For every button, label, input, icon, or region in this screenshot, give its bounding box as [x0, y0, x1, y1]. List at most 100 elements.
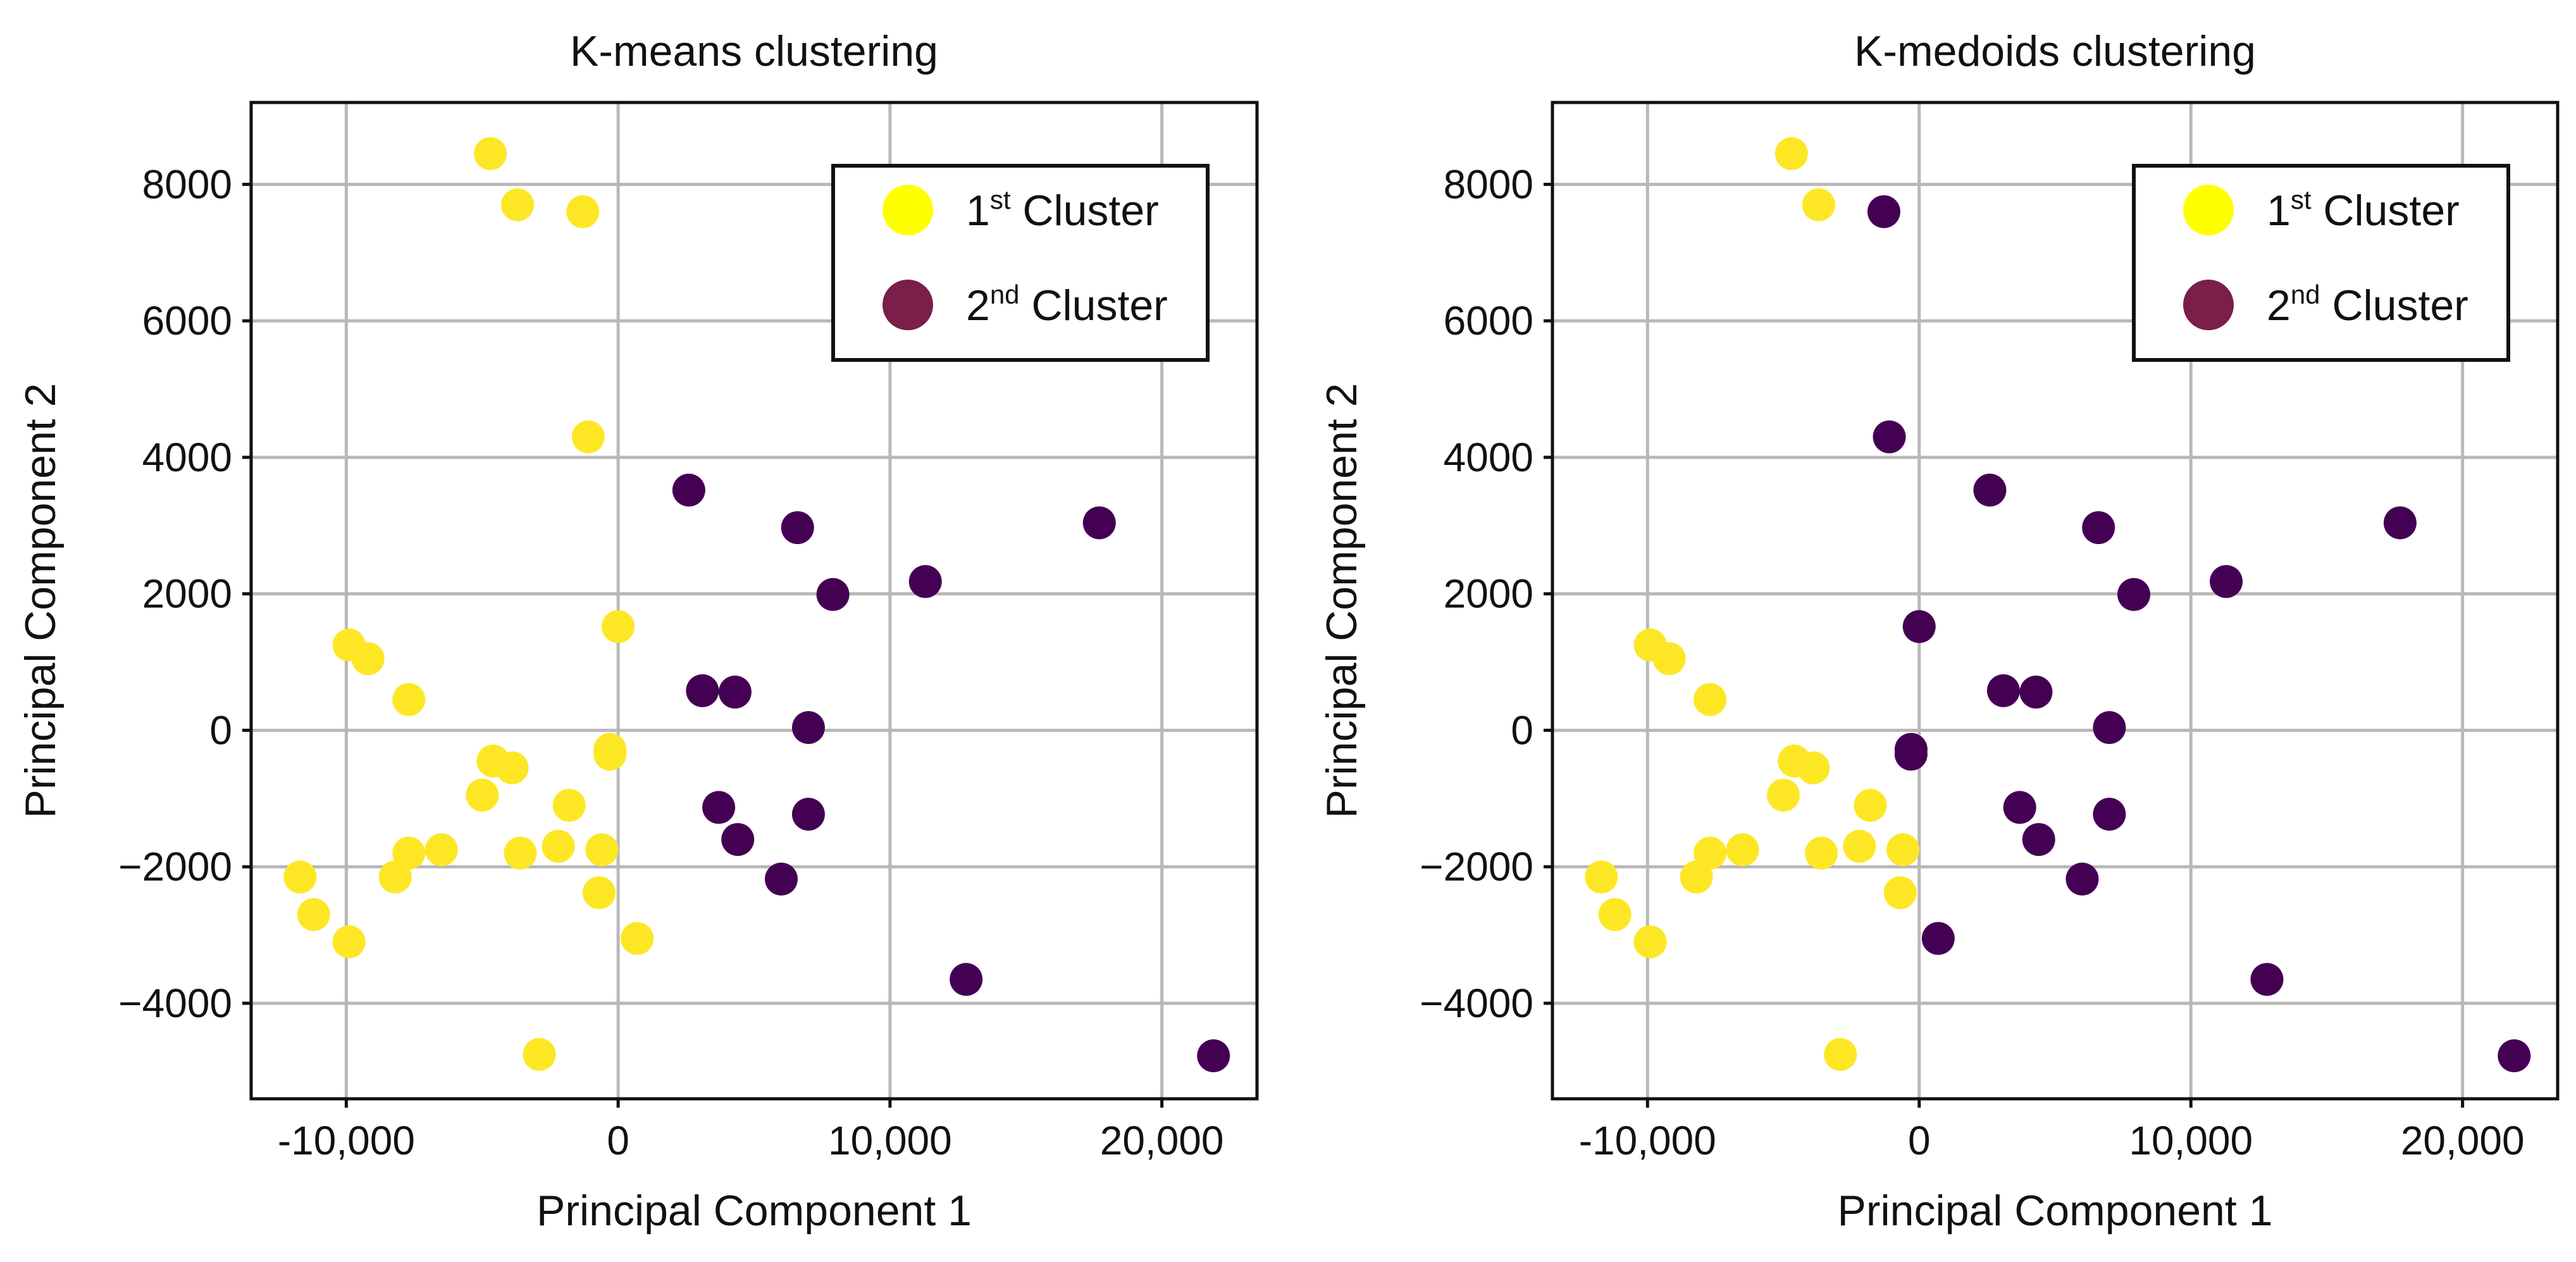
- kmedoids-point-cluster-2: [1867, 195, 1900, 228]
- legend-ordinal-number: 2: [966, 281, 990, 330]
- kmedoids-point-cluster-2: [2383, 506, 2417, 540]
- kmedoids-point-cluster-1: [1886, 833, 1920, 867]
- kmeans-point-cluster-1: [495, 751, 529, 784]
- legend-ordinal-suffix: nd: [2291, 280, 2320, 309]
- kmedoids-point-cluster-1: [1633, 925, 1667, 958]
- kmeans-y-tick-label: 8000: [142, 161, 232, 207]
- kmeans-x-tick-label: 20,000: [1100, 1118, 1224, 1163]
- kmedoids-point-cluster-1: [1805, 836, 1838, 870]
- kmeans-legend-label-2: 2nd Cluster: [966, 280, 1168, 330]
- kmedoids-point-cluster-1: [1824, 1037, 1857, 1071]
- kmeans-point-cluster-1: [593, 738, 627, 771]
- legend-ordinal-suffix: nd: [990, 280, 1020, 309]
- kmedoids-point-cluster-2: [1921, 922, 1955, 955]
- kmeans-y-tick-label: 6000: [142, 298, 232, 343]
- kmeans-x-tick-label: -10,000: [278, 1118, 415, 1163]
- kmedoids-legend-marker-1: [2183, 185, 2234, 235]
- legend-cluster-text: Cluster: [1011, 187, 1159, 235]
- kmedoids-y-tick-label: −4000: [1420, 981, 1533, 1026]
- kmeans-point-cluster-2: [781, 511, 814, 545]
- kmedoids-point-cluster-2: [1902, 610, 1936, 643]
- kmedoids-point-cluster-2: [2093, 798, 2126, 831]
- kmedoids-point-cluster-1: [1680, 860, 1713, 894]
- kmeans-y-tick-label: 4000: [142, 435, 232, 480]
- kmedoids-point-cluster-2: [1973, 473, 2007, 507]
- kmedoids-point-cluster-2: [2250, 963, 2284, 996]
- kmedoids-point-cluster-2: [2022, 823, 2055, 857]
- kmeans-y-tick-label: 2000: [142, 571, 232, 617]
- kmedoids-point-cluster-2: [2019, 676, 2053, 709]
- kmeans-point-cluster-1: [566, 195, 600, 228]
- kmedoids-point-cluster-2: [2093, 711, 2126, 745]
- kmedoids-point-cluster-1: [1726, 833, 1759, 867]
- kmeans-point-cluster-1: [466, 778, 499, 812]
- kmeans-point-cluster-1: [621, 922, 654, 955]
- kmedoids-y-tick-label: 2000: [1444, 571, 1533, 617]
- legend-cluster-text: Cluster: [2312, 187, 2460, 235]
- legend-ordinal-number: 1: [966, 187, 990, 235]
- kmeans-point-cluster-1: [585, 833, 619, 867]
- kmedoids-point-cluster-1: [1883, 876, 1917, 910]
- kmeans-point-cluster-1: [283, 860, 317, 894]
- kmeans-point-cluster-1: [378, 860, 412, 894]
- kmedoids-x-tick-label: 10,000: [2129, 1118, 2253, 1163]
- kmeans-point-cluster-2: [764, 862, 798, 896]
- kmeans-x-tick-label: 0: [607, 1118, 629, 1163]
- kmeans-point-cluster-1: [297, 898, 330, 931]
- kmedoids-y-tick-label: −2000: [1420, 844, 1533, 889]
- kmedoids-point-cluster-2: [2065, 862, 2099, 896]
- kmedoids-legend-marker-2: [2183, 280, 2234, 330]
- legend-ordinal-suffix: st: [2291, 185, 2312, 214]
- kmeans-y-tick-label: −4000: [118, 981, 232, 1026]
- kmedoids-point-cluster-2: [2003, 791, 2036, 824]
- kmedoids-title: K-medoids clustering: [1854, 27, 2256, 75]
- kmedoids-point-cluster-1: [1854, 789, 1887, 822]
- kmeans-point-cluster-1: [351, 642, 385, 676]
- kmeans-point-cluster-2: [718, 676, 752, 709]
- kmedoids-point-cluster-1: [1843, 829, 1876, 863]
- legend-cluster-text: Cluster: [1020, 281, 1168, 330]
- kmedoids-legend: 1st Cluster 2nd Cluster: [2132, 164, 2510, 362]
- kmeans-point-cluster-2: [950, 963, 983, 996]
- kmedoids-point-cluster-1: [1652, 642, 1686, 676]
- kmedoids-y-tick-label: 8000: [1444, 161, 1533, 207]
- kmeans-axes-frame: [249, 101, 1259, 1101]
- kmeans-point-cluster-2: [672, 473, 705, 507]
- kmedoids-x-axis-label: Principal Component 1: [1838, 1187, 2273, 1235]
- kmeans-point-cluster-1: [583, 876, 616, 910]
- kmeans-point-cluster-1: [602, 610, 635, 643]
- kmedoids-panel: -10,000 0 10,000 20,000 −4000 −2000 0 2000 4000 6…: [1318, 27, 2560, 1235]
- kmeans-point-cluster-2: [686, 674, 719, 707]
- kmeans-point-cluster-2: [908, 565, 942, 598]
- kmeans-point-cluster-2: [1082, 506, 1116, 540]
- kmedoids-point-cluster-2: [1894, 738, 1928, 771]
- kmedoids-legend-label-1: 1st Cluster: [2267, 185, 2460, 235]
- kmedoids-point-cluster-2: [2498, 1039, 2531, 1073]
- kmeans-legend-label-1: 1st Cluster: [966, 185, 1159, 235]
- kmedoids-x-tick-label: 0: [1908, 1118, 1931, 1163]
- kmedoids-y-tick-label: 4000: [1444, 435, 1533, 480]
- kmedoids-point-cluster-2: [1986, 674, 2020, 707]
- kmedoids-point-cluster-1: [1694, 836, 1727, 870]
- kmeans-legend-marker-1: [882, 185, 933, 235]
- kmedoids-x-tick-label: -10,000: [1579, 1118, 1716, 1163]
- kmedoids-x-tick-label: 20,000: [2401, 1118, 2525, 1163]
- kmeans-point-cluster-1: [501, 188, 535, 221]
- kmedoids-point-cluster-2: [2117, 578, 2151, 611]
- kmedoids-point-cluster-1: [1802, 188, 1835, 221]
- kmeans-point-cluster-2: [702, 791, 736, 824]
- kmedoids-y-axis-label: Principal Component 2: [1318, 383, 1366, 819]
- kmeans-x-axis-label: Principal Component 1: [536, 1187, 972, 1235]
- kmeans-legend: 1st Cluster 2nd Cluster: [831, 164, 1210, 362]
- kmeans-point-cluster-1: [571, 420, 605, 454]
- kmeans-point-cluster-1: [424, 833, 458, 867]
- kmeans-point-cluster-1: [504, 836, 537, 870]
- kmedoids-point-cluster-1: [1585, 860, 1618, 894]
- kmedoids-point-cluster-1: [1797, 751, 1830, 784]
- kmedoids-y-tick-label: 6000: [1444, 298, 1533, 343]
- kmeans-point-cluster-1: [392, 683, 426, 716]
- kmedoids-point-cluster-1: [1774, 137, 1808, 170]
- kmeans-point-cluster-1: [332, 925, 366, 958]
- kmeans-title: K-means clustering: [570, 27, 938, 75]
- kmedoids-legend-label-2: 2nd Cluster: [2267, 280, 2468, 330]
